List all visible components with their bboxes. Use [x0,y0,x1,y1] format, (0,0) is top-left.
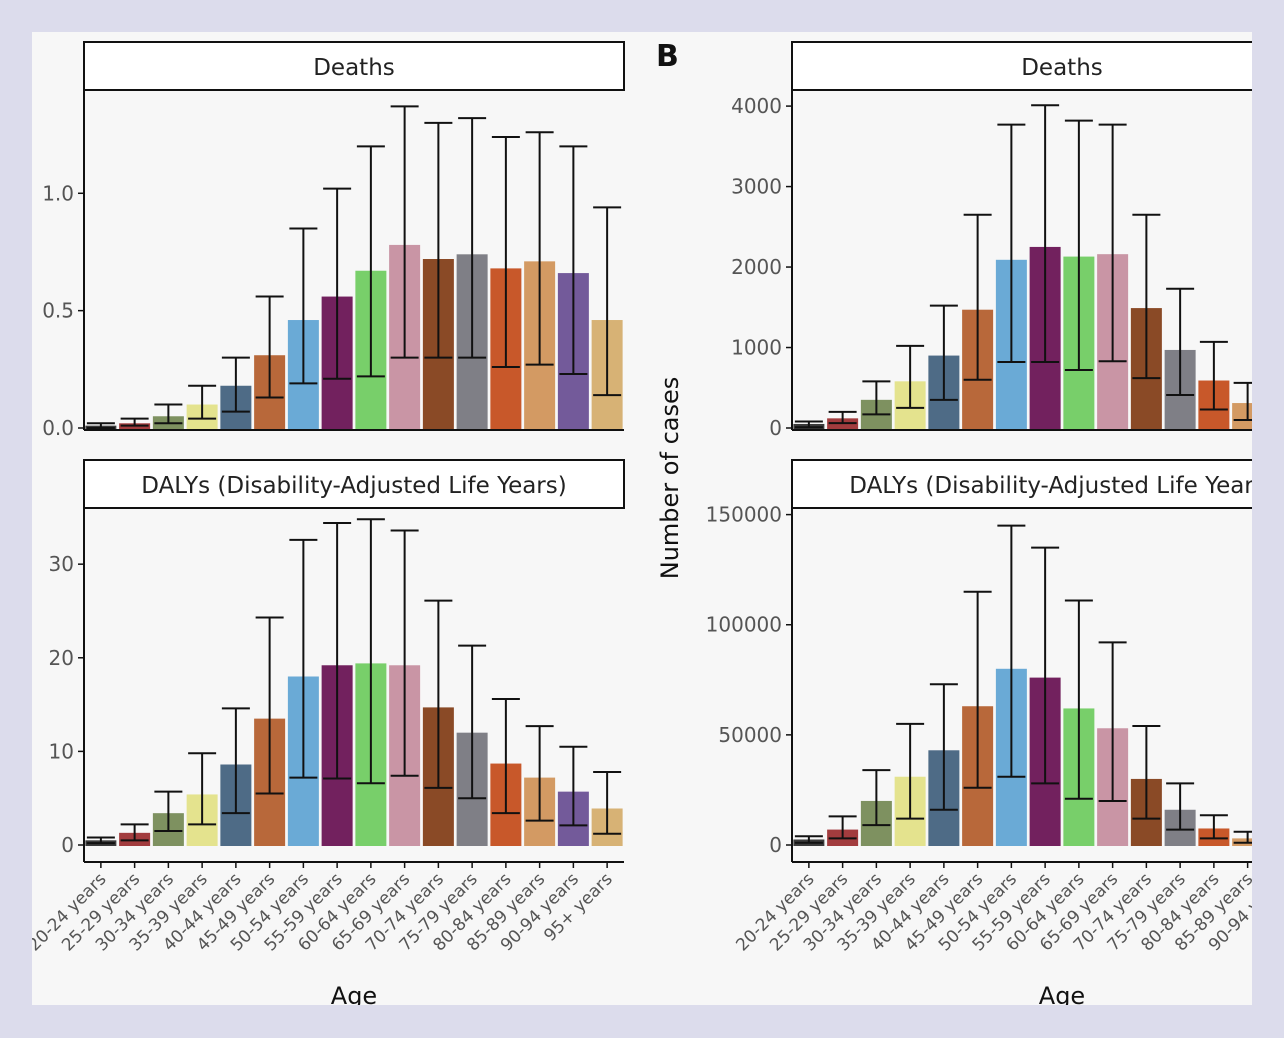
panel-left-deaths: Deaths 0.0 0.5 1.0 [42,41,625,440]
panel-right-dalys: DALYs (Disability-Adjusted Life Years) 0 5… [706,459,1274,1010]
facet-title: Deaths [1021,55,1103,81]
y-tick-label: 1.0 [42,181,74,205]
y-tick-label: 0 [769,416,782,440]
facet-strip [791,459,1252,509]
facet-strip [83,459,625,509]
y-tick-label: 0.5 [42,299,74,323]
facet-title: DALYs (Disability-Adjusted Life Years) [849,473,1274,499]
y-tick-label: 20 [49,646,74,670]
y-tick-label: 0.0 [42,416,74,440]
x-axis-label: Age [331,982,377,1010]
y-tick-label: 10 [49,739,74,763]
facet-title: DALYs (Disability-Adjusted Life Years) [141,473,566,499]
y-tick-label: 4000 [731,94,782,118]
y-tick-label: 2000 [731,255,782,279]
x-axis-label: Age [1039,982,1085,1010]
y-tick-label: 3000 [731,175,782,199]
figure-background [32,32,1252,1005]
panel-right-deaths: Deaths 0 1000 2000 3000 4000 [731,41,1252,440]
panel-label-b: B [656,39,679,74]
y-tick-label: 1000 [731,336,782,360]
y-tick-label: 0 [769,833,782,857]
facet-strip [83,41,625,91]
facet-title: Deaths [313,55,395,81]
y-tick-label: 50000 [718,723,782,747]
shared-y-axis-label: Number of cases [656,377,684,579]
facet-strip [791,41,1252,91]
y-tick-label: 30 [49,552,74,576]
y-tick-label: 100000 [706,613,782,637]
y-tick-label: 150000 [706,503,782,527]
y-tick-label: 0 [61,833,74,857]
